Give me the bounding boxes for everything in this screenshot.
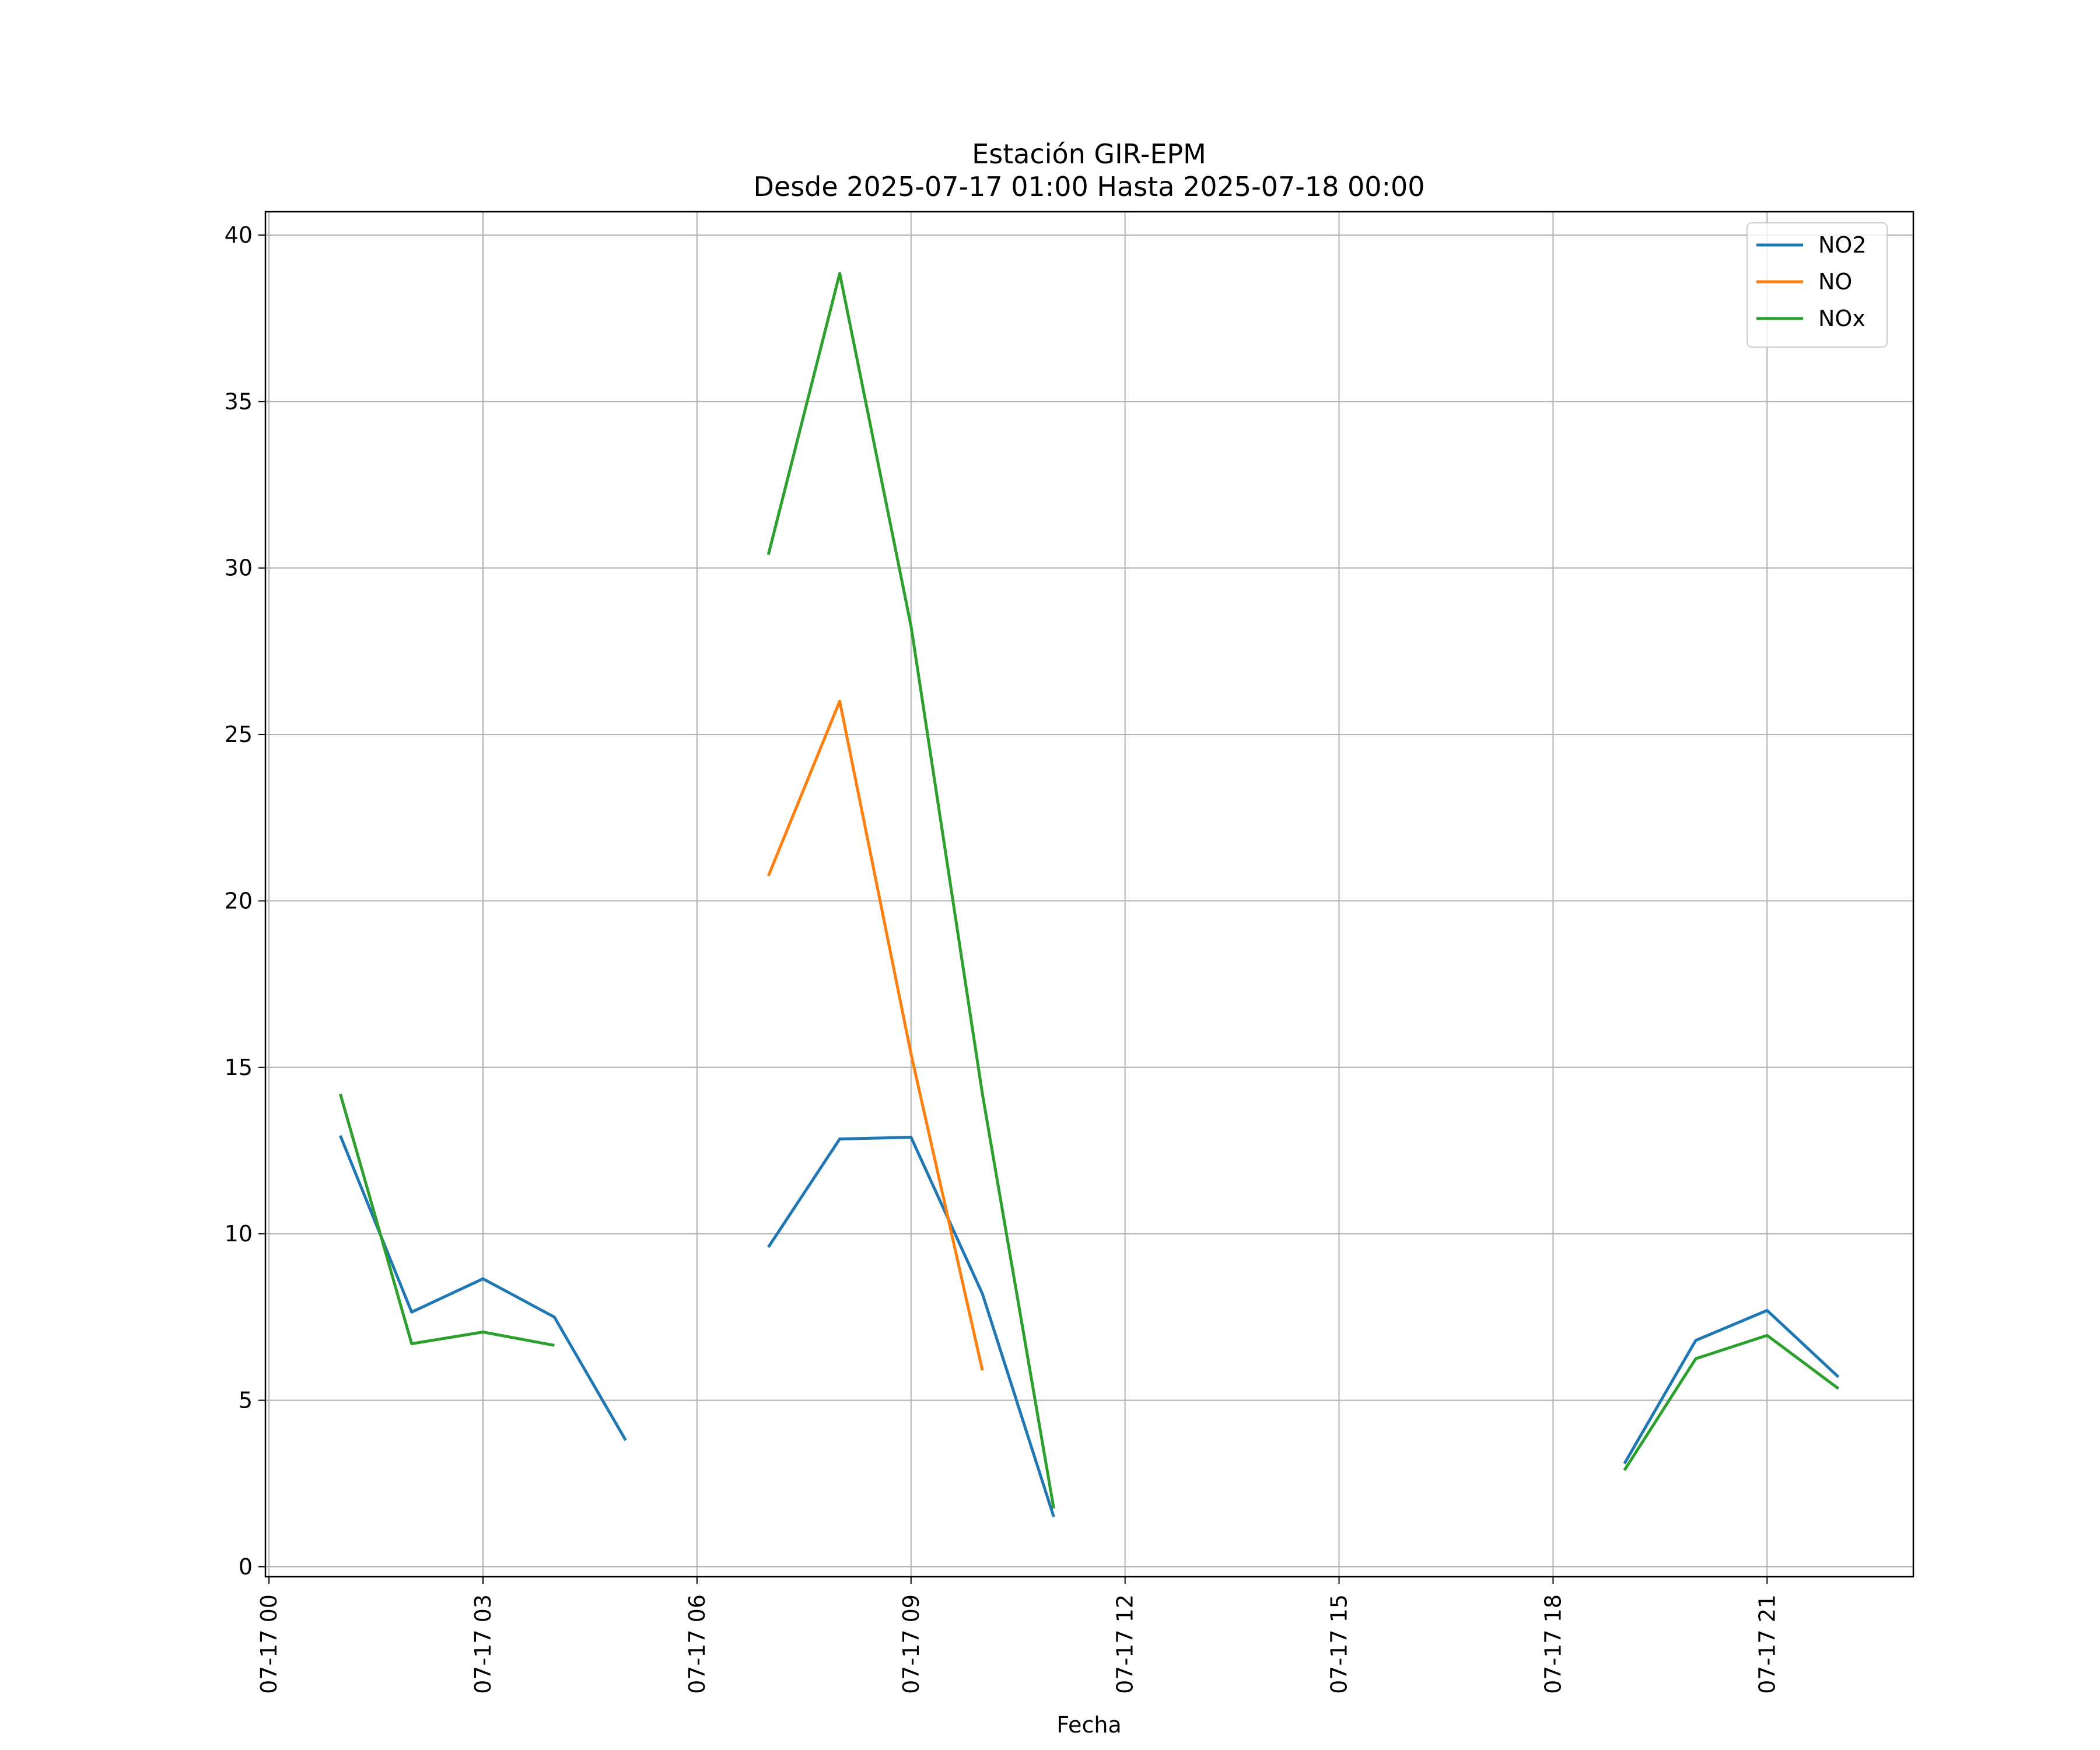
series-line-no <box>766 699 984 1371</box>
chart-subtitle: Desde 2025-07-17 01:00 Hasta 2025-07-18 … <box>753 171 1424 202</box>
x-tick-label: 07-17 06 <box>684 1594 710 1694</box>
plot-area-frame <box>264 211 1915 1578</box>
series-line-nox <box>1623 1334 1840 1471</box>
y-tick-label: 0 <box>239 1554 253 1580</box>
x-tick-label: 07-17 00 <box>256 1594 282 1694</box>
series-lines <box>338 272 1840 1518</box>
chart-title: Estación GIR-EPM <box>972 138 1206 170</box>
series-line-no2 <box>767 1136 1055 1518</box>
y-tick-label: 30 <box>225 555 253 581</box>
y-tick-label: 15 <box>225 1055 253 1080</box>
x-tick-label: 07-17 12 <box>1112 1594 1138 1694</box>
legend: NO2 NO NOx <box>1746 222 1888 348</box>
legend-label-no2: NO2 <box>1818 232 1867 258</box>
x-tick-label: 07-17 09 <box>898 1594 924 1694</box>
y-tick-label: 20 <box>225 888 253 914</box>
x-tick-label: 07-17 21 <box>1754 1594 1780 1694</box>
legend-box <box>1746 222 1888 348</box>
grid-lines <box>265 212 1913 1577</box>
x-tick-label: 07-17 18 <box>1540 1594 1566 1694</box>
x-axis-label: Fecha <box>1056 1712 1121 1738</box>
y-tick-label: 10 <box>225 1221 253 1247</box>
series-line-no2 <box>339 1135 627 1441</box>
y-tick-label: 5 <box>239 1388 253 1413</box>
x-tick-label: 07-17 15 <box>1326 1594 1352 1694</box>
y-tick-label: 35 <box>225 388 253 414</box>
series-line-no2 <box>1623 1308 1840 1465</box>
legend-label-no: NO <box>1818 269 1852 295</box>
series-line-nox <box>766 272 1055 1509</box>
y-tick-label: 25 <box>225 722 253 747</box>
axis-ticks: 0 5 10 15 20 25 30 35 40 07-17 00 07-17 03 07-17 06… <box>225 222 1780 1694</box>
y-tick-label: 40 <box>225 222 253 248</box>
series-line-nox <box>338 1093 555 1347</box>
x-tick-label: 07-17 03 <box>470 1594 496 1694</box>
legend-label-nox: NOx <box>1818 306 1866 331</box>
